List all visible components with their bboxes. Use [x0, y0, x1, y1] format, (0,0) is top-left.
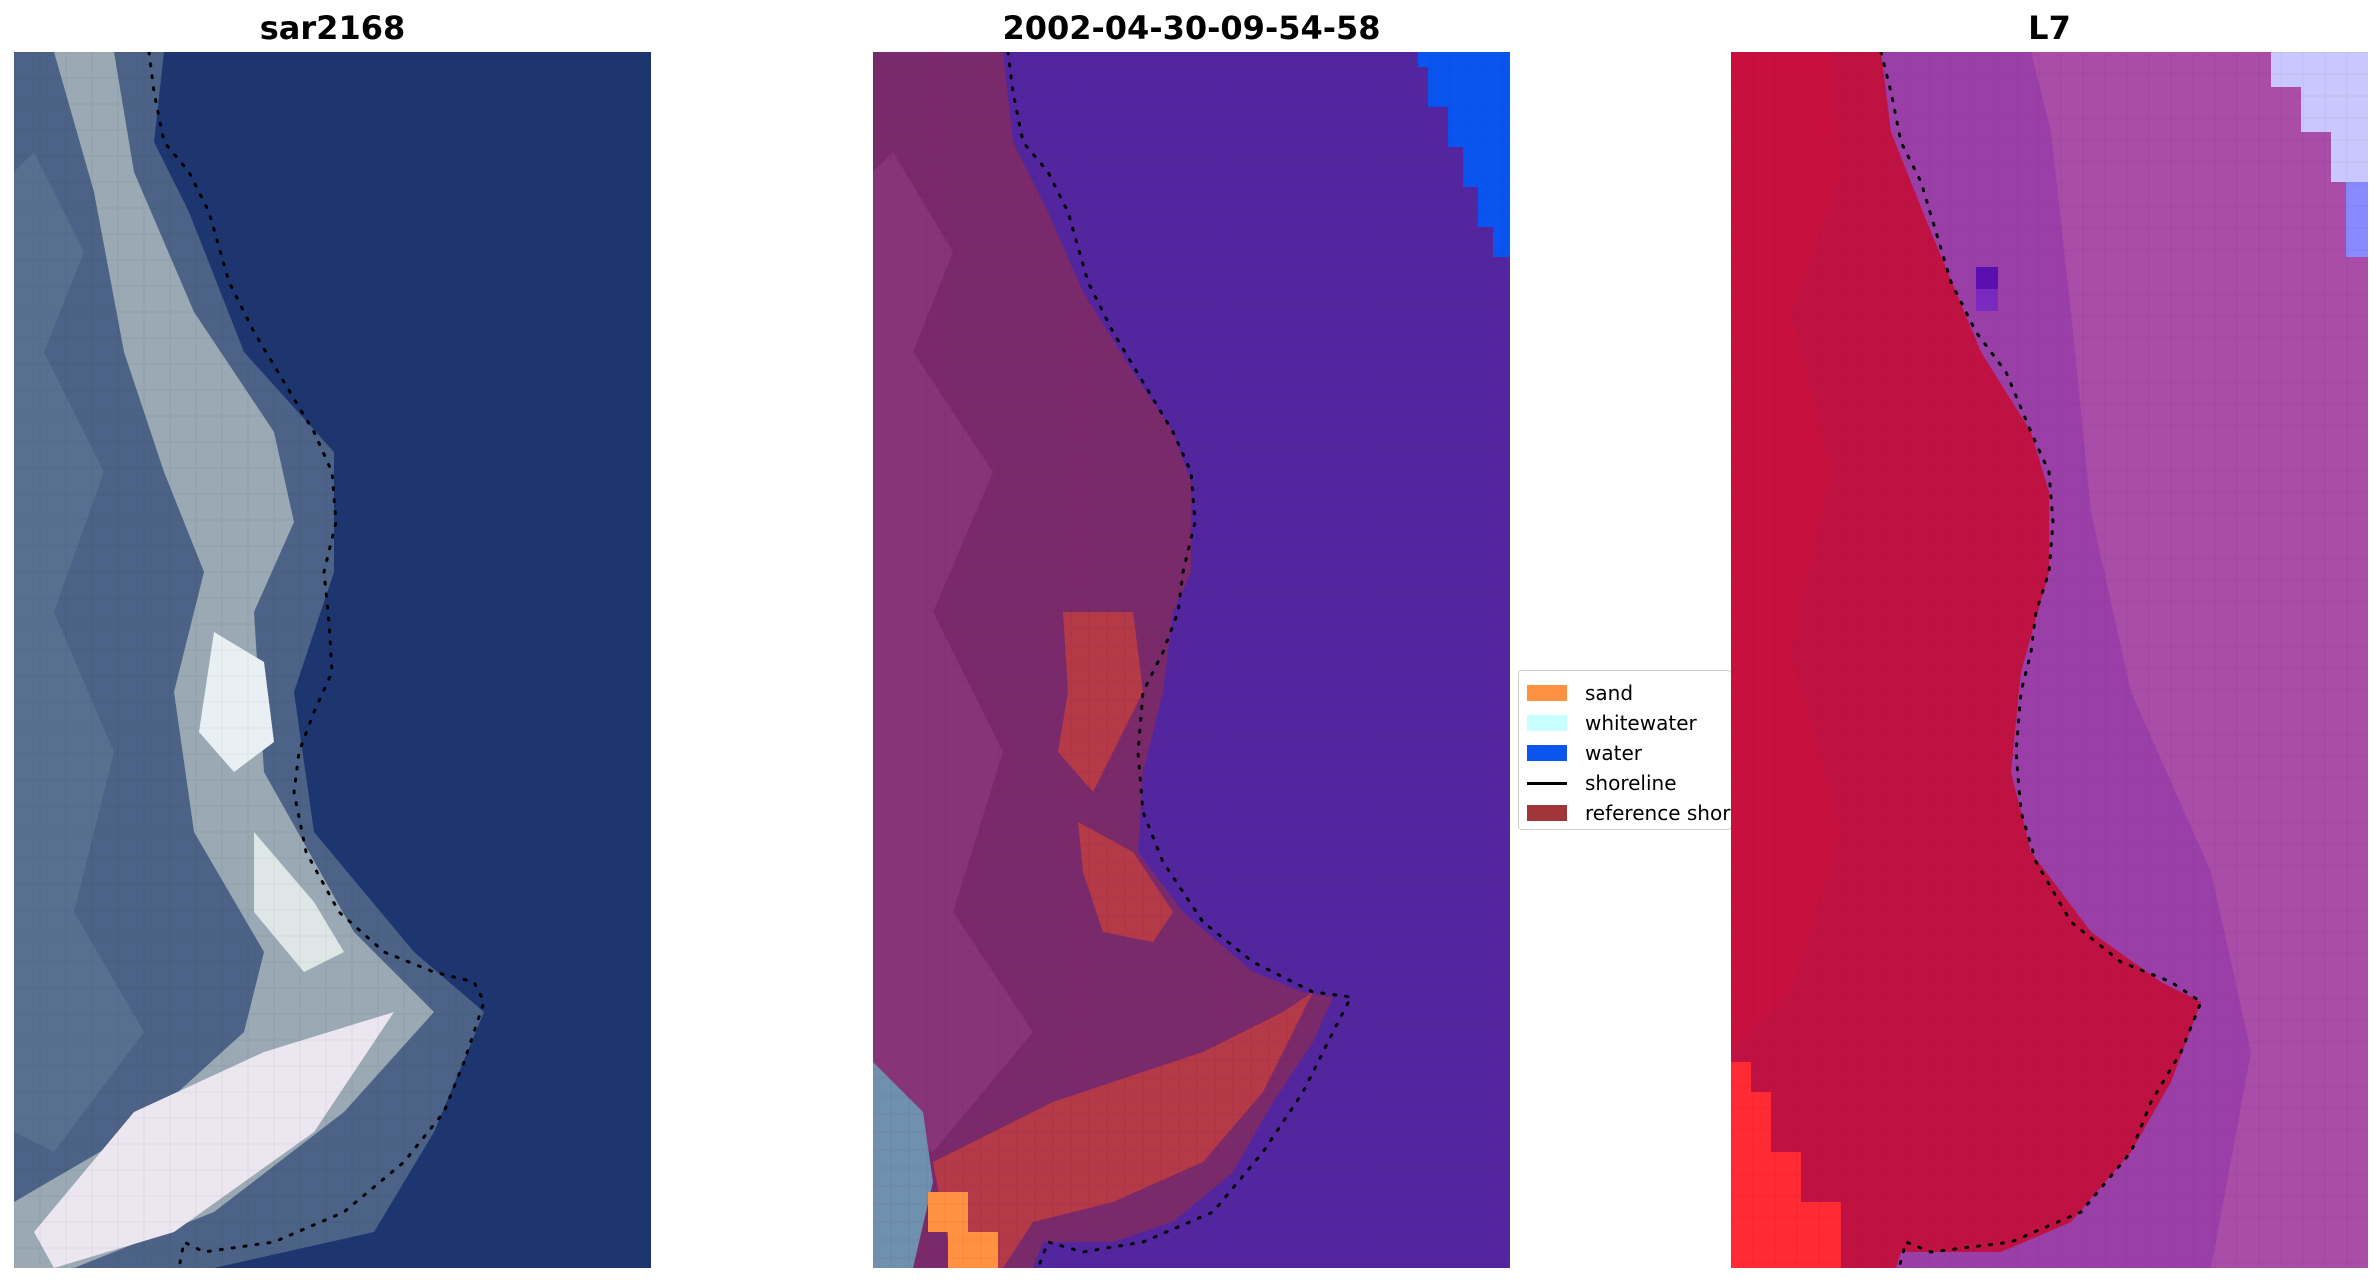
classified-image — [873, 52, 1510, 1268]
legend-item-sand: sand — [1527, 680, 1633, 706]
legend-swatch-sand — [1527, 685, 1567, 701]
legend-swatch-reference-shoreline — [1527, 805, 1567, 821]
l7-false-color-image — [1731, 52, 2368, 1268]
legend-swatch-whitewater — [1527, 715, 1567, 731]
legend: sand whitewater water shoreline referenc… — [1518, 670, 1732, 830]
legend-item-shoreline: shoreline — [1527, 770, 1677, 796]
legend-swatch-water — [1527, 745, 1567, 761]
panel-title-l7: L7 — [2028, 9, 2071, 47]
panel-title-classification: 2002-04-30-09-54-58 — [1002, 9, 1381, 47]
legend-item-reference-shoreline: reference shoreline — [1527, 800, 1731, 826]
legend-swatch-shoreline — [1527, 781, 1567, 785]
legend-item-water: water — [1527, 740, 1642, 766]
legend-item-whitewater: whitewater — [1527, 710, 1697, 736]
legend-label-reference-shoreline: reference shoreline — [1585, 801, 1731, 825]
panel-title-rgb: sar2168 — [259, 9, 406, 47]
legend-label-sand: sand — [1585, 681, 1634, 705]
satellite-rgb-image — [14, 52, 651, 1268]
legend-label-whitewater: whitewater — [1585, 711, 1697, 735]
legend-label-water: water — [1585, 741, 1642, 765]
legend-label-shoreline: shoreline — [1585, 771, 1677, 795]
